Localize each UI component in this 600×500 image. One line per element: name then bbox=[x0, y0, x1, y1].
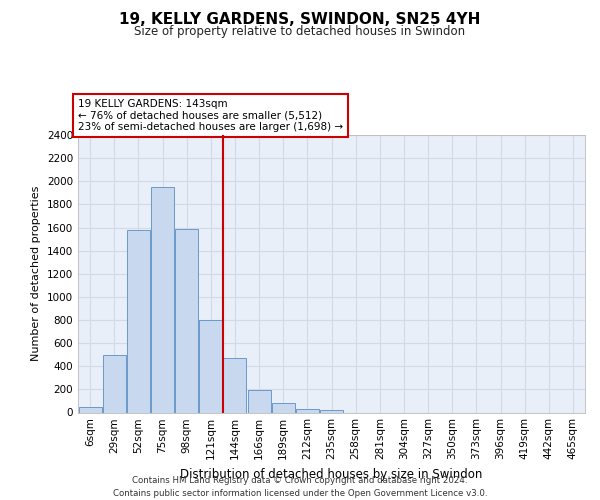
Bar bbox=[103, 354, 125, 412]
Bar bbox=[79, 406, 101, 412]
Text: Contains HM Land Registry data © Crown copyright and database right 2024.
Contai: Contains HM Land Registry data © Crown c… bbox=[113, 476, 487, 498]
Bar bbox=[272, 402, 295, 412]
Bar bbox=[248, 390, 271, 412]
Bar bbox=[151, 187, 174, 412]
Text: 19, KELLY GARDENS, SWINDON, SN25 4YH: 19, KELLY GARDENS, SWINDON, SN25 4YH bbox=[119, 12, 481, 28]
X-axis label: Distribution of detached houses by size in Swindon: Distribution of detached houses by size … bbox=[181, 468, 482, 481]
Y-axis label: Number of detached properties: Number of detached properties bbox=[31, 186, 41, 362]
Text: Size of property relative to detached houses in Swindon: Size of property relative to detached ho… bbox=[134, 25, 466, 38]
Bar bbox=[175, 228, 198, 412]
Bar bbox=[223, 358, 247, 412]
Bar bbox=[127, 230, 150, 412]
Bar bbox=[320, 410, 343, 412]
Bar bbox=[199, 320, 222, 412]
Text: 19 KELLY GARDENS: 143sqm
← 76% of detached houses are smaller (5,512)
23% of sem: 19 KELLY GARDENS: 143sqm ← 76% of detach… bbox=[78, 99, 343, 132]
Bar bbox=[296, 409, 319, 412]
